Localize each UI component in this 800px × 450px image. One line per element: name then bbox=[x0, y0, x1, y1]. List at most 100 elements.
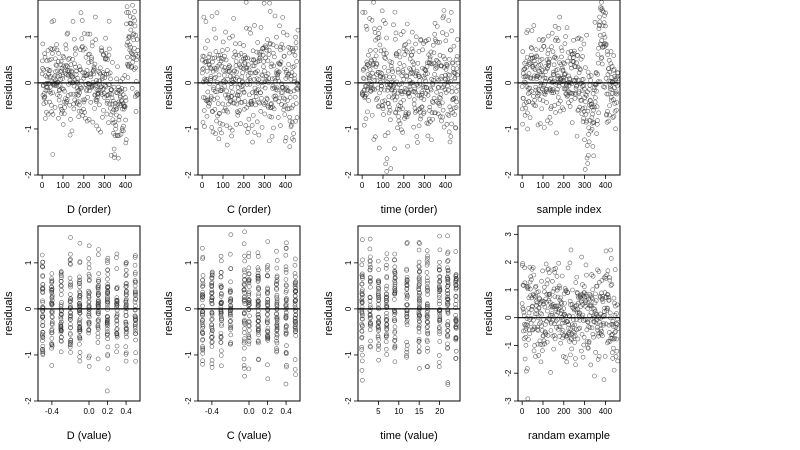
data-point bbox=[49, 321, 55, 326]
data-point bbox=[370, 70, 375, 76]
data-point bbox=[269, 114, 274, 120]
data-point bbox=[392, 280, 398, 286]
data-point bbox=[91, 64, 97, 70]
data-point bbox=[442, 56, 448, 62]
data-point bbox=[548, 328, 554, 333]
data-point bbox=[284, 324, 289, 329]
x-tick-label: 0 bbox=[520, 181, 525, 190]
data-point bbox=[82, 46, 88, 52]
data-point bbox=[67, 102, 72, 108]
data-point bbox=[529, 52, 534, 58]
data-point bbox=[413, 73, 419, 79]
data-point bbox=[89, 56, 94, 62]
data-point bbox=[77, 279, 82, 284]
data-point bbox=[55, 79, 61, 85]
data-point bbox=[372, 86, 378, 92]
data-point bbox=[546, 47, 551, 53]
data-point bbox=[227, 69, 232, 74]
data-point bbox=[608, 49, 614, 54]
data-point bbox=[293, 40, 299, 45]
data-point bbox=[49, 298, 55, 303]
data-point bbox=[425, 133, 431, 139]
data-point bbox=[384, 283, 390, 289]
data-point bbox=[267, 9, 273, 14]
data-point bbox=[56, 115, 61, 121]
data-point bbox=[59, 339, 64, 344]
x-tick-label: 400 bbox=[439, 181, 453, 190]
data-point bbox=[292, 94, 298, 100]
data-point bbox=[115, 64, 120, 70]
data-point bbox=[86, 60, 91, 65]
data-point bbox=[259, 83, 265, 89]
data-point bbox=[64, 62, 69, 68]
data-point bbox=[552, 336, 558, 342]
data-point bbox=[384, 298, 389, 304]
data-point bbox=[525, 74, 531, 80]
x-tick-label: 5 bbox=[376, 407, 381, 416]
data-point bbox=[70, 19, 76, 24]
data-point bbox=[246, 341, 252, 347]
data-point bbox=[420, 47, 425, 53]
data-point bbox=[416, 123, 422, 129]
data-point bbox=[583, 299, 589, 305]
data-point bbox=[447, 139, 453, 145]
data-point bbox=[82, 97, 88, 103]
data-point bbox=[397, 61, 403, 66]
data-point bbox=[218, 311, 224, 316]
data-point bbox=[377, 90, 382, 96]
data-point bbox=[117, 114, 122, 120]
data-point bbox=[417, 366, 422, 371]
data-point bbox=[63, 46, 69, 52]
data-point bbox=[73, 45, 79, 51]
data-point bbox=[86, 322, 92, 327]
data-point bbox=[416, 49, 422, 54]
data-point bbox=[86, 265, 92, 271]
data-point bbox=[256, 357, 261, 363]
data-point bbox=[360, 257, 365, 263]
data-point bbox=[392, 324, 398, 330]
data-point bbox=[82, 110, 87, 115]
data-point bbox=[576, 326, 581, 332]
data-point bbox=[277, 23, 282, 29]
x-axis-title: C (order) bbox=[227, 204, 271, 216]
data-point bbox=[551, 69, 556, 75]
data-point bbox=[256, 315, 261, 320]
data-point bbox=[595, 79, 601, 85]
data-point bbox=[381, 112, 386, 117]
data-point bbox=[105, 366, 111, 371]
data-point bbox=[597, 79, 603, 85]
data-point bbox=[553, 266, 558, 271]
data-point bbox=[121, 128, 126, 134]
data-point bbox=[436, 295, 442, 300]
data-point bbox=[124, 10, 129, 15]
data-point bbox=[595, 118, 600, 123]
data-point bbox=[218, 300, 224, 306]
data-point bbox=[86, 256, 92, 262]
data-point bbox=[521, 310, 527, 315]
data-point bbox=[59, 68, 65, 74]
data-point bbox=[576, 107, 581, 113]
data-point bbox=[256, 340, 261, 346]
data-point bbox=[434, 57, 439, 63]
data-point bbox=[418, 113, 424, 119]
data-point bbox=[557, 324, 563, 330]
data-point bbox=[109, 87, 114, 92]
data-point bbox=[261, 1, 267, 6]
data-point bbox=[86, 288, 91, 294]
data-point bbox=[232, 81, 238, 87]
data-point bbox=[424, 270, 430, 275]
data-point bbox=[213, 35, 219, 41]
data-point bbox=[442, 81, 447, 87]
data-point bbox=[68, 235, 73, 240]
data-point bbox=[561, 77, 566, 83]
data-point bbox=[533, 84, 539, 90]
data-point bbox=[560, 60, 566, 66]
data-point bbox=[562, 61, 567, 67]
data-point bbox=[295, 27, 301, 33]
data-point bbox=[65, 30, 71, 36]
data-point bbox=[376, 145, 382, 151]
data-point bbox=[79, 36, 85, 41]
data-point bbox=[404, 339, 410, 345]
data-point bbox=[223, 29, 228, 35]
x-tick-label: 15 bbox=[415, 407, 424, 416]
